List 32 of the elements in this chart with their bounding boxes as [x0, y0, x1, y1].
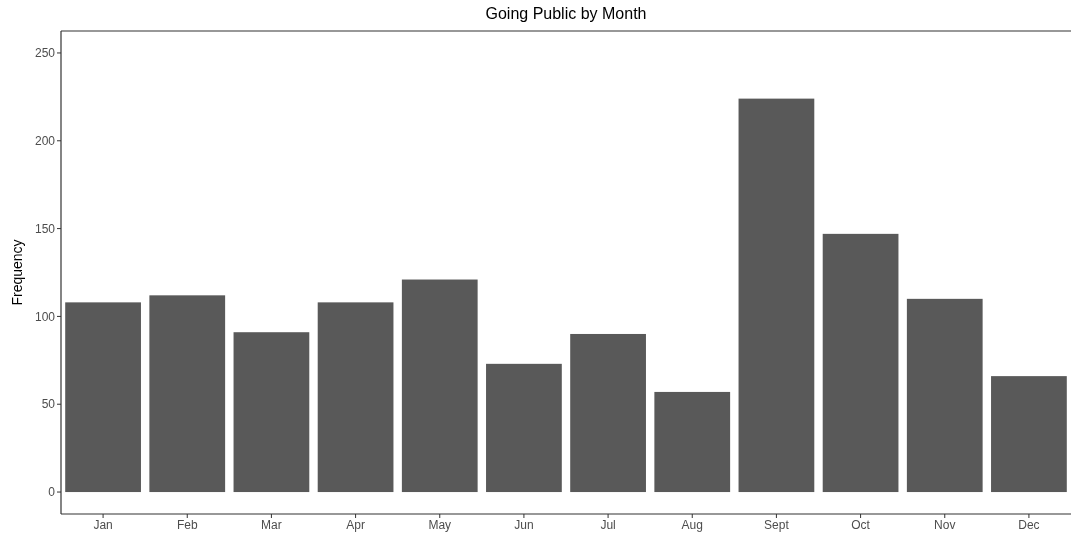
bar: [991, 376, 1067, 493]
bar: [486, 363, 562, 493]
x-tick-label: Jan: [93, 518, 113, 532]
y-tick-label: 100: [34, 309, 56, 324]
y-tick-label: 50: [41, 397, 56, 412]
x-tick-label: Mar: [261, 518, 282, 532]
x-tick-label: Nov: [934, 518, 956, 532]
bar: [654, 391, 731, 493]
x-tick-label: Aug: [681, 518, 703, 532]
bar: [570, 333, 646, 493]
chart-title: Going Public by Month: [485, 5, 647, 22]
x-tick-label: Jun: [514, 518, 534, 532]
bar: [401, 279, 478, 493]
x-tick-label: Feb: [176, 518, 198, 532]
y-tick-label: 200: [34, 133, 56, 148]
x-tick-label: Dec: [1018, 518, 1040, 532]
bar: [233, 332, 310, 493]
y-tick-label: 150: [34, 221, 56, 236]
bar: [738, 98, 815, 493]
y-tick-label: 0: [48, 485, 56, 500]
x-tick-label: May: [428, 518, 452, 532]
x-tick-label: Sept: [764, 518, 790, 532]
x-tick-label: Oct: [851, 518, 871, 532]
bar: [822, 233, 899, 493]
bar: [317, 302, 394, 493]
x-tick-label: Apr: [346, 518, 365, 532]
bar: [149, 295, 226, 493]
y-tick-label: 250: [34, 46, 56, 61]
y-axis-title: Frequency: [9, 239, 25, 306]
x-tick-label: Jul: [600, 518, 616, 532]
bar: [906, 298, 983, 493]
bar: [65, 302, 141, 493]
